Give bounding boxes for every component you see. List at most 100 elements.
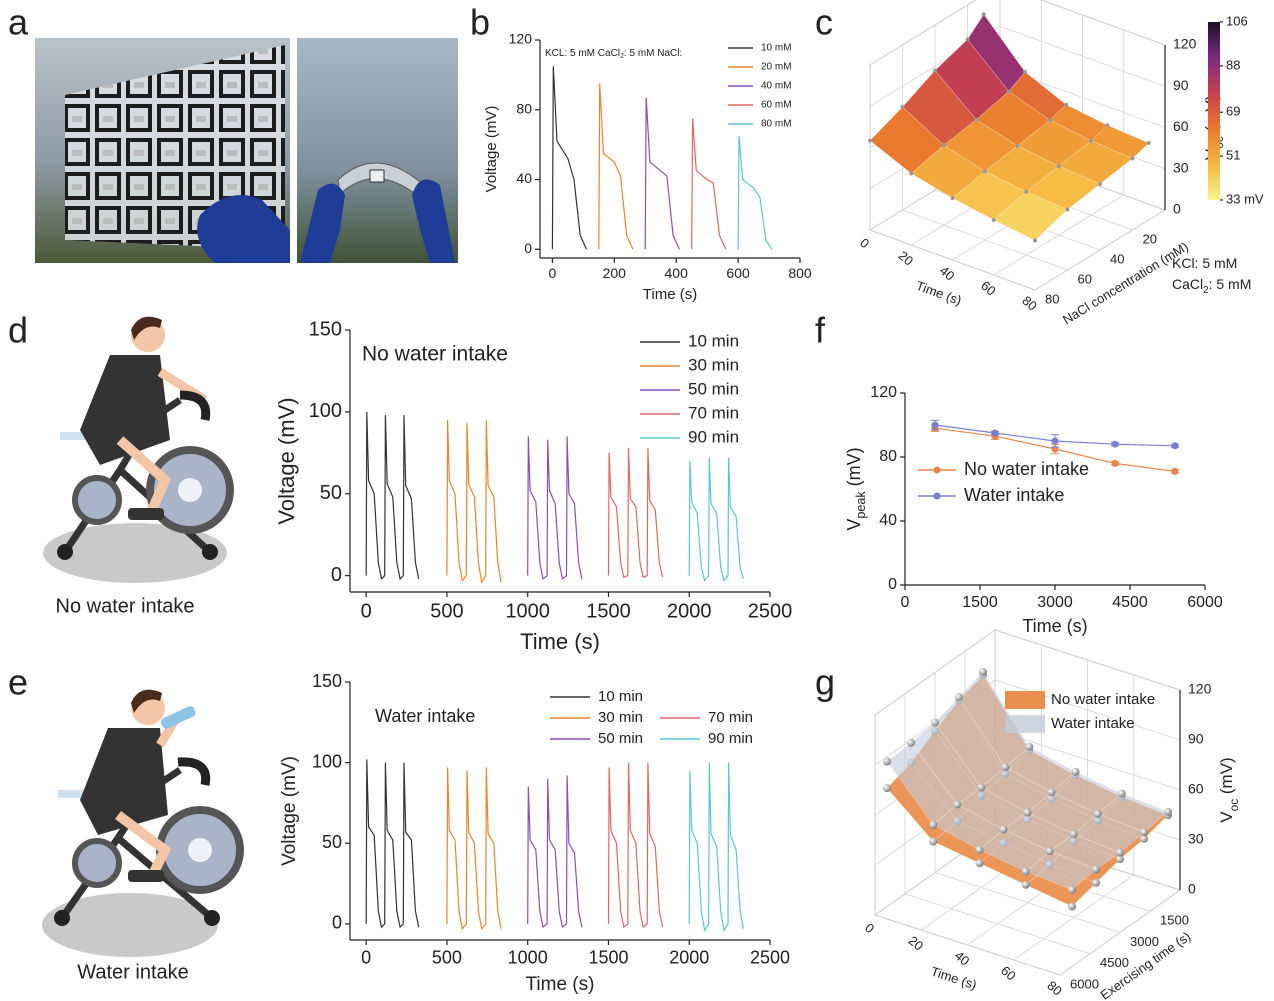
legend-label: No water intake xyxy=(964,459,1089,479)
surface-point xyxy=(975,859,984,868)
z-tick-label: 120 xyxy=(1173,36,1197,52)
panel-label: f xyxy=(815,310,826,351)
y-tick-label: 1500 xyxy=(1160,913,1189,928)
x-tick-label: 500 xyxy=(432,948,462,968)
marker xyxy=(991,429,999,437)
legend-swatch xyxy=(1005,715,1045,733)
legend-label: 50 min xyxy=(688,379,739,398)
y-axis-label-part: (mV) xyxy=(844,447,864,491)
marker xyxy=(931,421,939,429)
surface-point xyxy=(1069,830,1078,839)
y-tick-label: 0 xyxy=(888,576,897,593)
colorbar-tick-label: 69 xyxy=(1226,104,1240,119)
surface-point xyxy=(933,68,937,73)
surface-point xyxy=(981,12,986,17)
z-tick-label: 0 xyxy=(1188,881,1196,897)
surface-point xyxy=(1089,138,1094,143)
x-tick-label: 0 xyxy=(901,594,910,611)
y-tick-label: 80 xyxy=(516,100,532,116)
surface-point xyxy=(1092,865,1100,874)
surface-point xyxy=(1093,809,1102,818)
surface-point xyxy=(909,171,914,176)
series-line xyxy=(688,457,744,582)
annotation-part: : 5 mM xyxy=(1209,276,1252,292)
annotation-part: 2 xyxy=(1203,285,1208,296)
surface-point xyxy=(1098,182,1102,186)
y-tick-label: 100 xyxy=(312,751,342,771)
x-tick-label: 20 xyxy=(896,248,917,269)
y-tick-label: 120 xyxy=(509,31,533,47)
y-tick-label: 0 xyxy=(332,913,342,933)
legend-marker xyxy=(933,492,941,500)
legend-label: 80 mM xyxy=(761,119,792,130)
legend-label: 30 min xyxy=(598,709,643,726)
legend-label: 10 mM xyxy=(761,43,792,54)
marker xyxy=(1051,437,1059,445)
z-tick-label: 90 xyxy=(1188,731,1204,747)
y-axis-label-part: peak xyxy=(854,491,868,519)
z-axis-label-part: V xyxy=(1217,811,1236,823)
colorbar-tick-label: 88 xyxy=(1226,57,1240,72)
legend-label: 40 mM xyxy=(761,81,792,92)
surface-point xyxy=(1140,828,1148,837)
surface-point xyxy=(1025,742,1034,751)
x-tick-label: 60 xyxy=(998,963,1019,984)
x-tick-label: 400 xyxy=(665,265,689,281)
surface-point xyxy=(900,104,905,109)
series-line xyxy=(446,420,502,584)
grid-line xyxy=(902,209,1068,271)
surface-point xyxy=(929,837,938,846)
surface-point xyxy=(1045,847,1054,856)
x-tick-label: 0 xyxy=(548,265,556,281)
z-tick-label: 120 xyxy=(1188,681,1212,697)
x-tick-label: 20 xyxy=(906,933,927,954)
y-tick-label: 4500 xyxy=(1100,955,1129,970)
panel-label: g xyxy=(815,662,835,703)
y-tick-label: 6000 xyxy=(1070,976,1099,991)
surface-point xyxy=(1116,848,1124,857)
x-tick-label: 2500 xyxy=(750,948,790,968)
x-tick-label: 1000 xyxy=(508,948,548,968)
surface-point xyxy=(883,757,891,766)
x-axis-label: Time (s) xyxy=(643,286,697,303)
surface-point xyxy=(953,800,962,809)
x-tick-label: 1500 xyxy=(588,948,628,968)
surface-point xyxy=(1116,855,1124,864)
legend-label: 60 mM xyxy=(761,100,792,111)
grid-line xyxy=(994,679,1181,741)
surface-point xyxy=(1092,878,1100,887)
panel-label: b xyxy=(470,2,490,43)
surface-point xyxy=(1006,89,1011,94)
illustration-water xyxy=(42,689,244,957)
x-tick-label: 600 xyxy=(726,265,750,281)
photo-left xyxy=(35,38,290,263)
annotation-part: KCl: 5 mM xyxy=(1172,255,1237,271)
series-line xyxy=(607,447,664,579)
surface-point xyxy=(1015,143,1020,148)
annotation-part: CaCl xyxy=(1172,276,1203,292)
surface-point xyxy=(991,218,996,222)
panel-label: c xyxy=(815,2,833,43)
grid-line xyxy=(904,893,1091,955)
legend-label: 90 min xyxy=(708,730,753,747)
legend-marker xyxy=(933,466,941,474)
grid-line xyxy=(869,229,1036,291)
z-axis-label: Voc (mV) xyxy=(1217,757,1241,822)
series-line xyxy=(527,775,583,929)
series-line xyxy=(688,762,744,932)
y-tick-label: 80 xyxy=(879,448,897,465)
panel-label: a xyxy=(8,2,29,43)
y-tick-label: 80 xyxy=(1045,291,1059,306)
surface-point xyxy=(941,143,946,148)
z-tick-label: 90 xyxy=(1173,77,1189,93)
y-tick-label: 150 xyxy=(312,671,342,691)
surface-point xyxy=(1056,164,1061,169)
y-tick-label: 100 xyxy=(309,400,342,422)
surface-point xyxy=(979,667,987,676)
x-tick-label: 80 xyxy=(1019,293,1040,314)
surface-point xyxy=(1068,885,1076,894)
y-tick-label: 0 xyxy=(524,240,532,256)
grid-line xyxy=(874,914,1061,976)
legend-label: 10 min xyxy=(688,331,739,350)
legend-label: 50 min xyxy=(598,730,643,747)
